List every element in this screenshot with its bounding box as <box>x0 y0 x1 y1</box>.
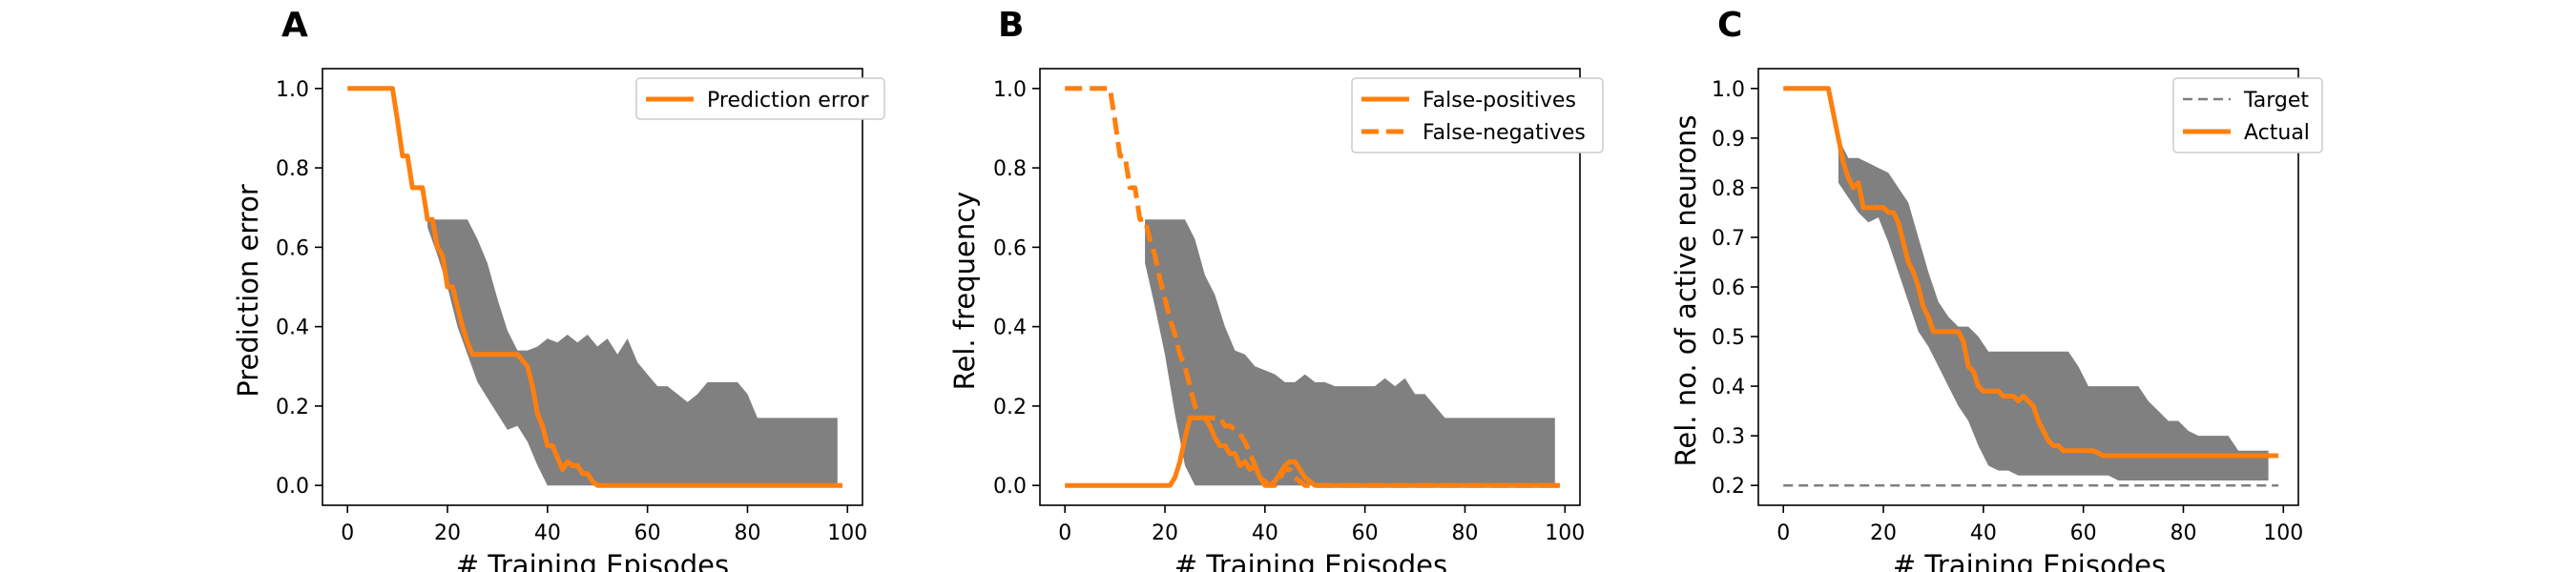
y-tick-label-a-1: 0.2 <box>276 396 309 419</box>
y-axis-label-c: Rel. no. of active neurons <box>1670 115 1702 467</box>
x-tick-label-a-80: 80 <box>734 521 760 545</box>
series-line-false-negatives <box>1065 86 1560 488</box>
x-tick-label-a-40: 40 <box>534 521 561 545</box>
variability-band-a <box>427 219 838 486</box>
x-tick-label-b-60: 60 <box>1352 521 1379 545</box>
y-tick-label-b-3: 0.6 <box>993 236 1027 260</box>
y-tick-label-b-1: 0.2 <box>993 396 1027 419</box>
panel-letter-b: B <box>998 6 1024 45</box>
variability-band-b <box>1145 219 1555 486</box>
y-tick-label-a-2: 0.4 <box>276 317 309 340</box>
x-tick-label-b-40: 40 <box>1252 521 1278 545</box>
y-axis-label-a: Prediction error <box>232 184 264 398</box>
panel-c: 0 20 40 60 80 1000.20.30.40.50.60.70.80.91.0 … <box>1670 6 2323 572</box>
x-tick-label-c-40: 40 <box>1970 521 1997 545</box>
y-tick-label-b-5: 1.0 <box>993 78 1027 102</box>
legend-frame-a <box>635 77 885 120</box>
y-tick-label-c-2: 0.4 <box>1712 376 1745 399</box>
legend-label-false-positives: False-positives <box>1423 89 1576 112</box>
y-tick-label-c-5: 0.7 <box>1712 227 1745 251</box>
axes-frame-a <box>322 68 863 506</box>
x-tick-label-c-100: 100 <box>2263 521 2303 545</box>
y-tick-label-a-0: 0.0 <box>276 475 309 499</box>
axes-frame-b <box>1039 68 1581 506</box>
x-tick-label-b-20: 20 <box>1152 521 1178 545</box>
y-tick-label-c-6: 0.8 <box>1712 177 1745 201</box>
legend-label-actual: Actual <box>2244 121 2310 145</box>
x-axis-label-a: # Training Episodes <box>456 549 729 572</box>
legend-label-prediction-error: Prediction error <box>707 89 869 112</box>
x-tick-label-b-100: 100 <box>1545 521 1585 545</box>
x-tick-label-c-20: 20 <box>1870 521 1897 545</box>
x-tick-label-c-80: 80 <box>2170 521 2196 545</box>
legend-b: False-positives False-negatives <box>1351 77 1604 153</box>
y-tick-label-b-4: 0.8 <box>993 157 1027 181</box>
y-tick-label-c-1: 0.3 <box>1712 425 1745 449</box>
x-tick-label-a-60: 60 <box>634 521 661 545</box>
legend-label-target: Target <box>2243 89 2309 112</box>
panel-a: 0 20 40 60 80 100 0.0 0.2 0.4 0.6 0.8 1.0 A # Train… <box>232 6 885 572</box>
y-tick-label-c-0: 0.2 <box>1712 475 1745 499</box>
panel-b: 0 20 40 60 80 100 0.0 0.2 0.4 0.6 0.8 1.0 B # Train… <box>948 6 1604 572</box>
y-tick-label-b-0: 0.0 <box>993 475 1027 499</box>
series-line-prediction-error <box>347 86 842 488</box>
series-line-actual <box>1783 86 2278 459</box>
x-axis-label-c: # Training Episodes <box>1893 549 2166 572</box>
y-tick-label-c-7: 0.9 <box>1712 128 1745 152</box>
legend-c: Target Actual <box>2172 77 2323 153</box>
x-axis-label-b: # Training Episodes <box>1174 549 1447 572</box>
x-tick-label-b-0: 0 <box>1058 521 1071 545</box>
y-tick-label-a-4: 0.8 <box>276 157 309 181</box>
y-tick-label-c-8: 1.0 <box>1712 78 1745 102</box>
x-tick-label-a-20: 20 <box>434 521 461 545</box>
y-tick-label-c-3: 0.5 <box>1712 326 1745 350</box>
x-tick-label-b-80: 80 <box>1451 521 1478 545</box>
plot-area-a: 0 20 40 60 80 100 0.0 0.2 0.4 0.6 0.8 1.0 <box>276 68 867 545</box>
x-tick-label-a-0: 0 <box>341 521 354 545</box>
x-tick-label-c-0: 0 <box>1776 521 1790 545</box>
plot-area-b: 0 20 40 60 80 100 0.0 0.2 0.4 0.6 0.8 1.0 <box>993 68 1585 545</box>
panel-letter-a: A <box>281 6 308 45</box>
legend-frame-b <box>1351 77 1604 153</box>
y-tick-label-a-3: 0.6 <box>276 236 309 260</box>
x-tick-label-a-100: 100 <box>827 521 867 545</box>
legend-a: Prediction error <box>635 77 885 120</box>
x-tick-label-c-60: 60 <box>2070 521 2097 545</box>
legend-label-false-negatives: False-negatives <box>1423 121 1586 145</box>
panel-letter-c: C <box>1717 6 1742 45</box>
y-tick-label-c-4: 0.6 <box>1712 276 1745 300</box>
plot-area-c: 0 20 40 60 80 100 0.2 0.3 0.4 0.5 0.6 0.7 0.8 0.9 1.0 <box>1712 68 2303 545</box>
y-axis-label-b: Rel. frequency <box>948 192 981 391</box>
y-tick-label-a-5: 1.0 <box>276 78 309 102</box>
y-tick-label-b-2: 0.4 <box>993 317 1027 340</box>
